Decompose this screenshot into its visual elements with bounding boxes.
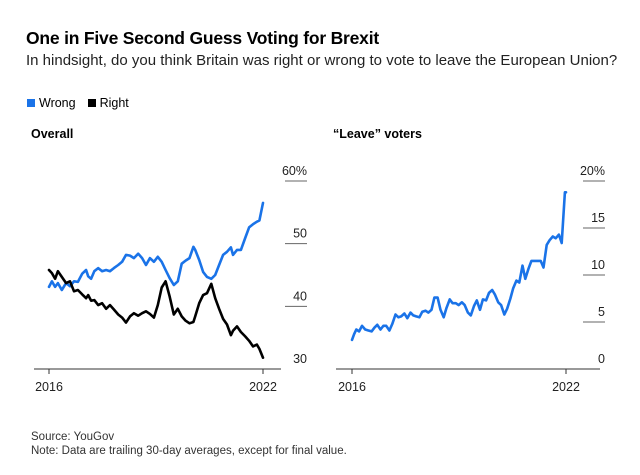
y-tick-label-leave: 5 (598, 305, 605, 319)
chart-title: One in Five Second Guess Voting for Brex… (26, 28, 380, 48)
legend: Wrong Right (27, 96, 141, 110)
y-tick-label-overall: 60% (282, 164, 307, 178)
chart-subtitle: In hindsight, do you think Britain was r… (26, 52, 618, 69)
series-line-overall-right (47, 268, 265, 360)
x-tick-label-overall: 2016 (35, 380, 63, 394)
y-tick-label-overall: 30 (293, 352, 307, 366)
source-note: Source: YouGov (31, 431, 115, 443)
x-tick-label-overall: 2022 (249, 380, 277, 394)
footer: Source: YouGov Note: Data are trailing 3… (31, 430, 347, 458)
legend-swatch-wrong (27, 99, 35, 107)
y-tick-label-leave: 10 (591, 258, 605, 272)
legend-swatch-right (87, 99, 96, 107)
panel-title-leave-voters: “Leave” voters (333, 127, 422, 141)
series-line-leave-wrong (350, 191, 568, 342)
legend-item-right: Right (87, 96, 129, 110)
series-line-overall-wrong (47, 201, 265, 292)
y-tick-label-leave: 15 (591, 211, 605, 225)
legend-label-right: Right (99, 96, 129, 110)
legend-item-wrong: Wrong (27, 96, 76, 110)
x-tick-label-leave: 2022 (552, 380, 580, 394)
data-note: Note: Data are trailing 30-day averages,… (31, 445, 347, 457)
y-tick-label-leave: 20% (580, 164, 605, 178)
y-tick-label-leave: 0 (598, 352, 605, 366)
x-tick-label-leave: 2016 (338, 380, 366, 394)
panel-title-overall: Overall (31, 127, 74, 141)
legend-label-wrong: Wrong (39, 96, 76, 110)
y-tick-label-overall: 50 (293, 227, 307, 241)
y-tick-label-overall: 40 (293, 289, 307, 303)
